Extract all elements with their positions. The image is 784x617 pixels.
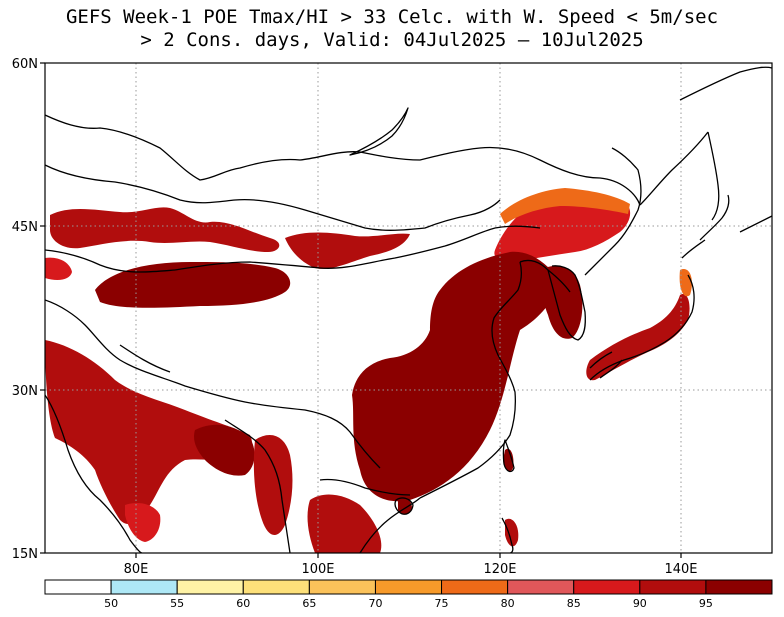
field-india-south xyxy=(125,503,161,542)
colorbar-swatch xyxy=(441,579,509,595)
colorbar-label: 90 xyxy=(633,597,647,610)
field-philippines xyxy=(505,518,519,547)
grid-lines xyxy=(45,63,772,553)
colorbar xyxy=(44,579,773,595)
field-manchuria-edge xyxy=(500,188,630,224)
colorbar-label: 55 xyxy=(170,597,184,610)
colorbar-label: 75 xyxy=(435,597,449,610)
field-myanmar xyxy=(253,435,293,536)
colorbar-swatch xyxy=(242,579,310,595)
field-bangladesh xyxy=(194,424,255,476)
lat-label-45n: 45N xyxy=(12,220,38,235)
lon-label-80e: 80E xyxy=(124,562,149,577)
coastlines-borders xyxy=(45,66,772,553)
colorbar-label: 95 xyxy=(699,597,713,610)
colorbar-swatch xyxy=(374,579,443,595)
colorbar-label: 85 xyxy=(567,597,581,610)
plot-frame xyxy=(44,62,773,554)
colorbar-label: 70 xyxy=(368,597,382,610)
field-india-north xyxy=(45,340,252,525)
colorbar-swatch xyxy=(705,579,773,595)
map-title-line1: GEFS Week-1 POE Tmax/HI > 33 Celc. with … xyxy=(65,6,719,28)
colorbar-swatch xyxy=(639,579,707,595)
lat-label-15n: 15N xyxy=(12,547,38,562)
field-indochina xyxy=(307,494,382,553)
probability-fields xyxy=(45,188,692,553)
colorbar-swatch xyxy=(573,579,641,595)
colorbar-label: 65 xyxy=(302,597,316,610)
map-title-line2: > 2 Cons. days, Valid: 04Jul2025 – 10Jul… xyxy=(140,29,644,51)
colorbar-swatch xyxy=(110,579,178,595)
lat-label-30n: 30N xyxy=(12,384,38,399)
field-kazakh xyxy=(50,207,280,252)
lon-label-140e: 140E xyxy=(664,562,697,577)
tick-marks xyxy=(40,62,682,558)
lon-label-100e: 100E xyxy=(301,562,334,577)
colorbar-swatch xyxy=(507,579,575,595)
field-tarim xyxy=(95,262,291,308)
colorbar-swatch xyxy=(176,579,244,595)
field-japan xyxy=(586,294,690,381)
colorbar-swatch xyxy=(308,579,376,595)
lon-label-120e: 120E xyxy=(483,562,516,577)
colorbar-label: 80 xyxy=(501,597,515,610)
colorbar-swatch xyxy=(44,579,112,595)
field-east-china xyxy=(352,251,560,502)
field-gobi xyxy=(285,232,410,269)
field-japan-north xyxy=(679,269,692,297)
colorbar-label: 50 xyxy=(104,597,118,610)
lat-label-60n: 60N xyxy=(12,57,38,72)
field-kazakh-west xyxy=(45,257,72,280)
colorbar-label: 60 xyxy=(236,597,250,610)
colorbar-labels: 50 55 60 65 70 75 80 85 90 95 xyxy=(104,597,713,610)
